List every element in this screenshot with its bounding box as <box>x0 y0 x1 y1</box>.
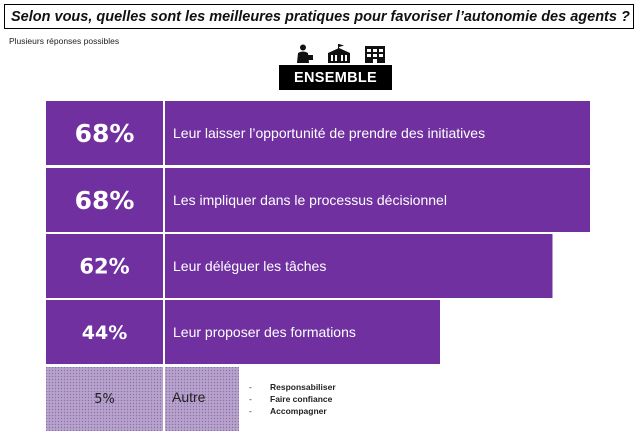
bar-value-cell <box>46 300 163 364</box>
population-icons <box>296 42 386 64</box>
question-title-box: Selon vous, quelles sont les meilleures … <box>4 4 634 29</box>
subtitle: Plusieurs réponses possibles <box>9 36 120 46</box>
category-label: Leur proposer des formations <box>173 324 356 340</box>
building-icon <box>365 46 385 63</box>
bar-value-cell <box>46 367 163 431</box>
bar <box>165 367 239 431</box>
bar-value-cell <box>46 234 163 298</box>
category-label: Les impliquer dans le processus décision… <box>173 192 447 208</box>
category-label: Leur laisser l’opportunité de prendre de… <box>173 125 485 141</box>
bar <box>165 300 440 364</box>
category-label: Leur déléguer les tâches <box>173 258 326 274</box>
city-hall-icon <box>328 44 350 63</box>
other-detail-item: Accompagner <box>249 405 336 417</box>
group-label: ENSEMBLE <box>279 65 392 90</box>
person-icon <box>297 44 313 63</box>
value-label: 68% <box>75 119 135 148</box>
value-label: 5% <box>94 392 115 407</box>
value-label: 68% <box>75 186 135 215</box>
bar <box>165 234 553 298</box>
question-title: Selon vous, quelles sont les meilleures … <box>11 8 630 25</box>
category-label: Autre <box>172 389 206 405</box>
bar-value-cell <box>46 168 163 232</box>
other-detail-item: Faire confiance <box>249 393 336 405</box>
bar-value-cell <box>46 101 163 165</box>
value-label: 44% <box>82 322 127 344</box>
bar <box>165 168 590 232</box>
value-label: 62% <box>79 255 129 279</box>
bar <box>165 101 590 165</box>
other-detail-item: Responsabiliser <box>249 381 336 393</box>
other-details-list: Responsabiliser Faire confiance Accompag… <box>249 381 336 417</box>
